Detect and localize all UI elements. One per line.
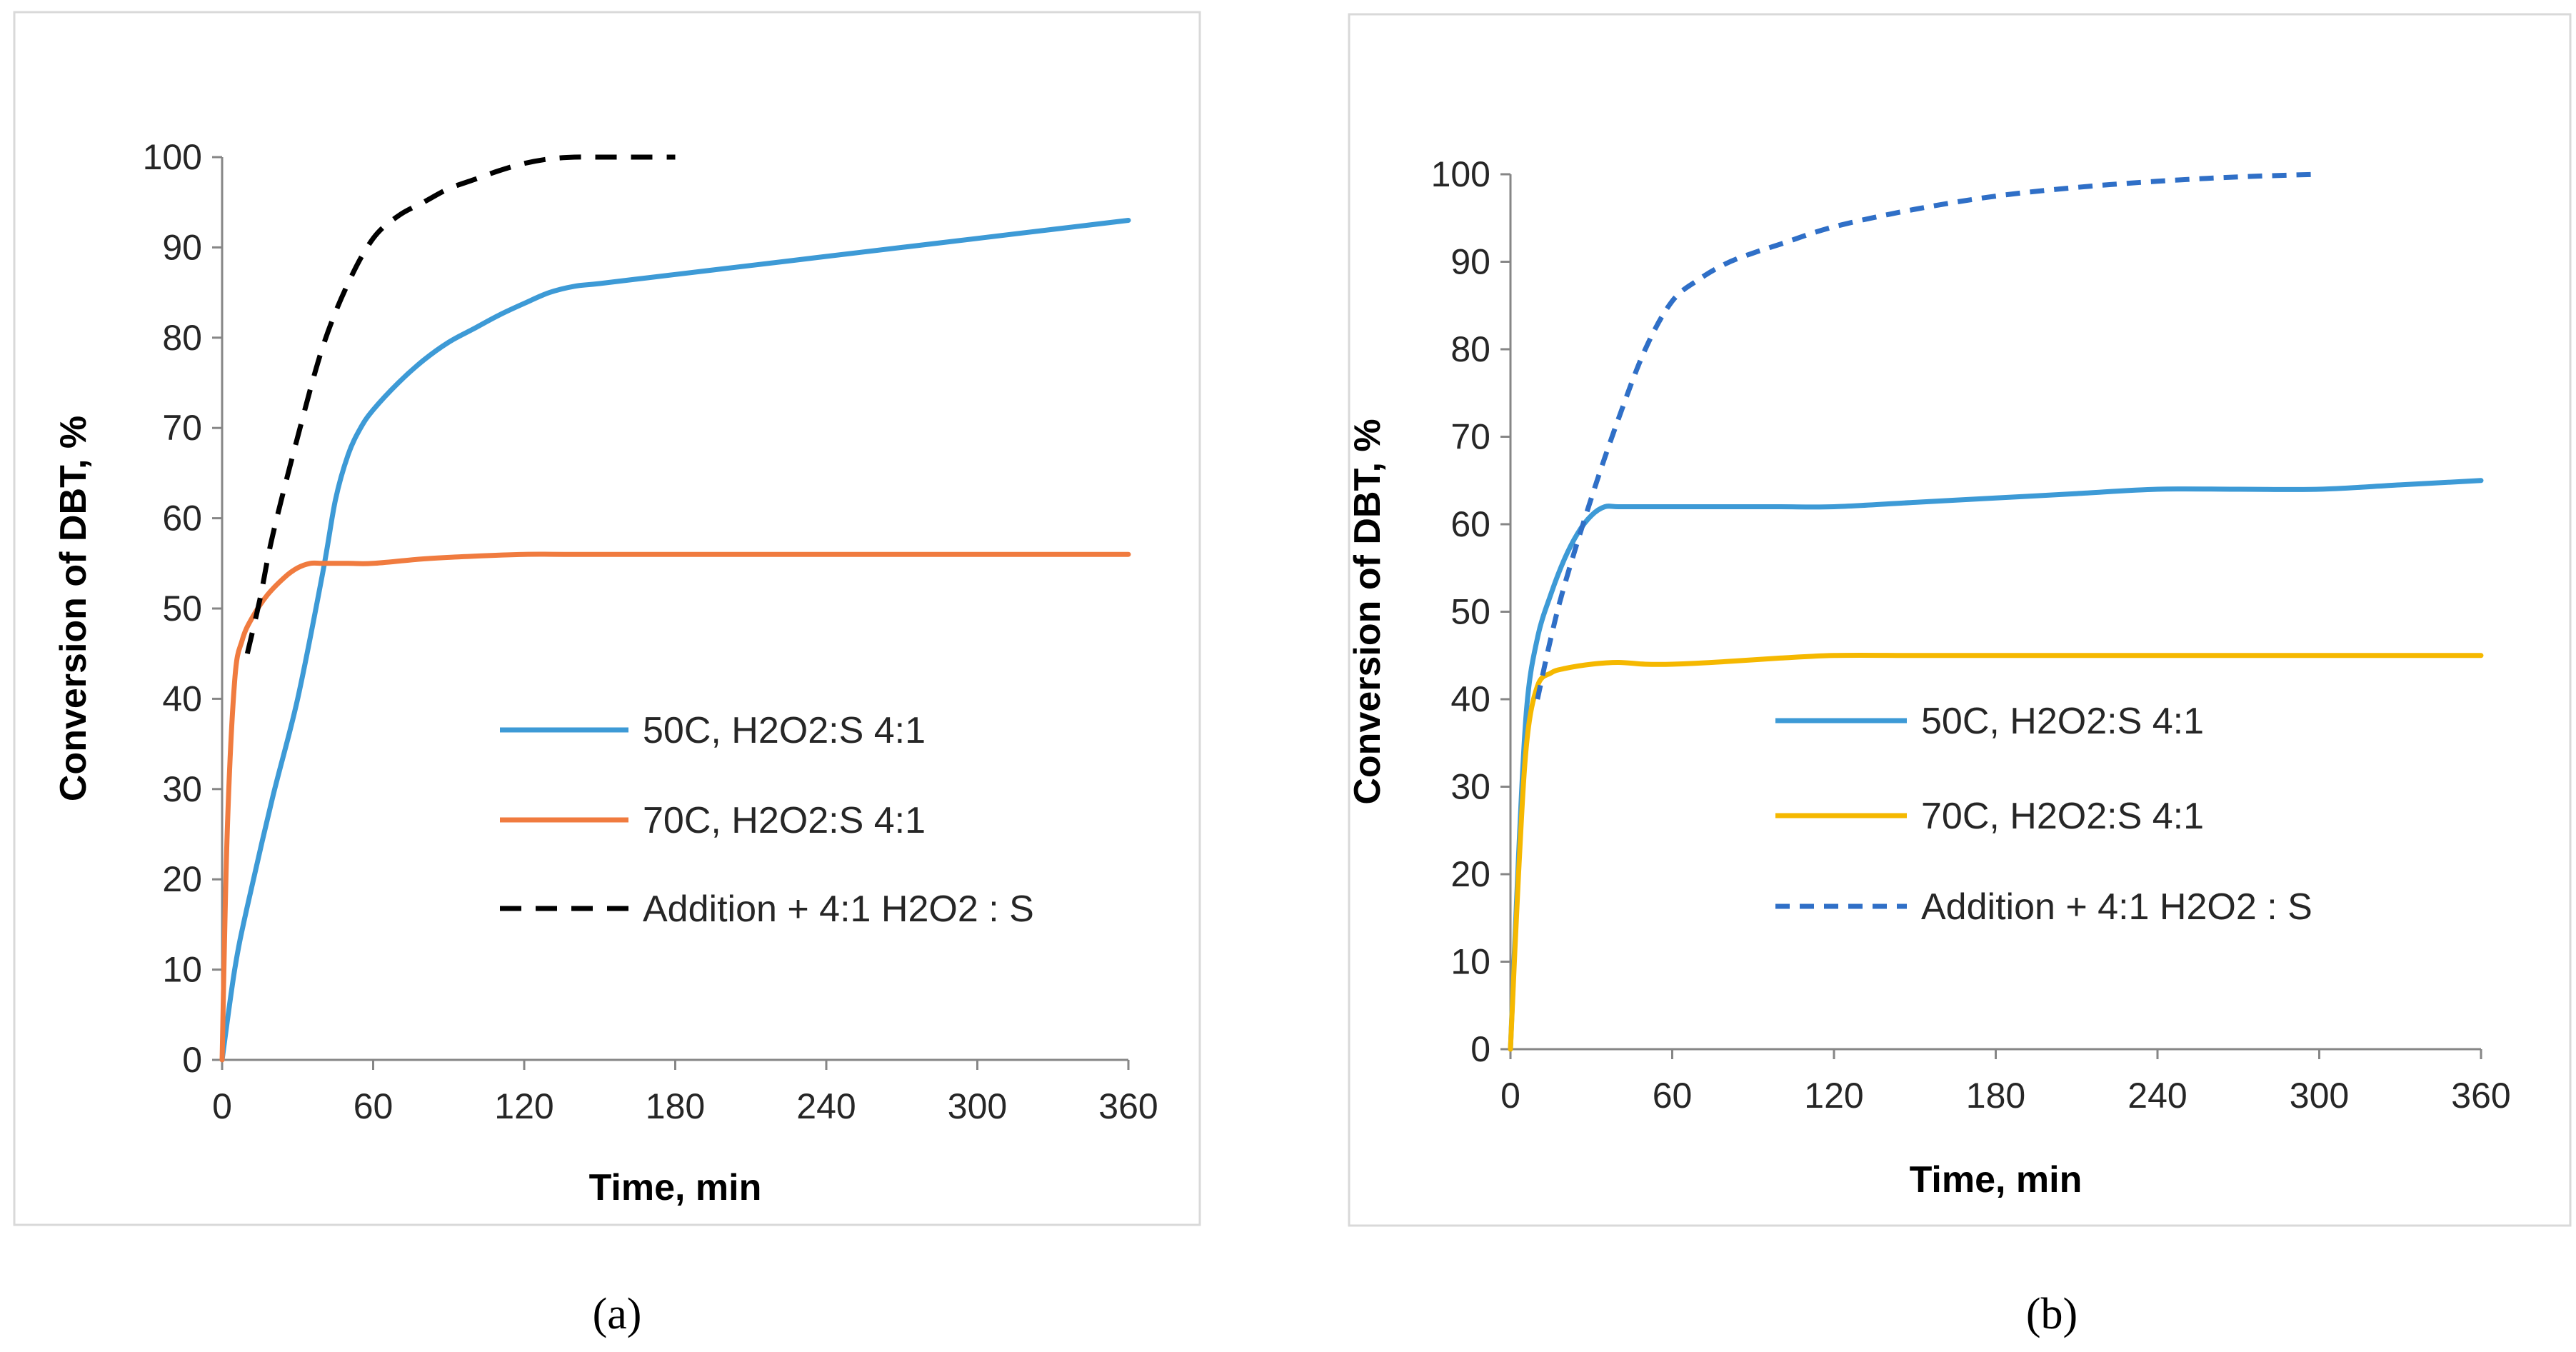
panel-b-x-tick-label: 300 — [2290, 1076, 2349, 1116]
panel-a-y-tick-label: 60 — [162, 499, 202, 539]
panel-b-y-tick-label: 20 — [1450, 854, 1490, 894]
panel-b-y-tick-label: 0 — [1470, 1029, 1490, 1069]
panel-b: 0 10 20 30 40 50 60 70 80 90 100 0 60 120 180 240 300 360… — [1347, 13, 2572, 1227]
panel-b-series-line-3 — [1535, 171, 2320, 700]
panel-b-y-tick-label: 90 — [1450, 242, 1490, 282]
panel-a-x-tick-label: 360 — [1098, 1086, 1158, 1126]
panel-a-legend-label-3: Addition + 4:1 H2O2 : S — [643, 888, 1034, 930]
panel-a-x-tick-label: 0 — [212, 1086, 232, 1126]
panel-a-legend-label-2: 70C, H2O2:S 4:1 — [643, 800, 926, 841]
panel-b-legend-label-1: 50C, H2O2:S 4:1 — [1921, 701, 2204, 742]
panel-a-y-tick-label: 40 — [162, 678, 202, 718]
panel-b-series-line-1 — [1508, 478, 2484, 1052]
panel-b-y-tick-label: 60 — [1450, 504, 1490, 544]
panel-a-y-tick-label: 70 — [162, 408, 202, 448]
panel-a-y-tick-label: 10 — [162, 950, 202, 990]
panel-a-frame — [13, 11, 1201, 1226]
panel-a-series-line-1 — [219, 218, 1131, 1063]
panel-a-x-axis-title: Time, min — [589, 1167, 762, 1208]
panel-b-y-tick-label: 10 — [1450, 942, 1490, 982]
panel-b-x-tick-label: 240 — [2128, 1076, 2187, 1116]
panel-a-x-tick-label: 120 — [494, 1086, 553, 1126]
panel-a-y-tick-label: 100 — [143, 137, 202, 177]
panel-b-y-tick-label: 40 — [1450, 679, 1490, 719]
panel-a-legend-label-1: 50C, H2O2:S 4:1 — [643, 710, 926, 751]
panel-a-x-tick-label: 60 — [354, 1086, 394, 1126]
panel-a-x-tick-label: 300 — [948, 1086, 1007, 1126]
panel-b-x-axis-title: Time, min — [1910, 1159, 2083, 1201]
panel-a-y-axis-title: Conversion of DBT, % — [53, 416, 94, 801]
panel-b-y-tick-label: 70 — [1450, 417, 1490, 457]
panel-a-y-tick-label: 50 — [162, 589, 202, 629]
panel-a-series-line-2 — [219, 551, 1131, 1063]
panel-a-plot: 0 10 20 30 40 50 60 70 80 90 100 0 60 120 180 240 300 360… — [53, 137, 1158, 1208]
panel-a-x-tick-label: 240 — [796, 1086, 856, 1126]
panel-b-y-tick-label: 50 — [1450, 592, 1490, 632]
panel-a-y-tick-label: 80 — [162, 318, 202, 358]
panel-a-y-tick-label: 20 — [162, 859, 202, 899]
panel-b-y-tick-label: 30 — [1450, 767, 1490, 807]
panel-b-x-tick-label: 180 — [1966, 1076, 2025, 1116]
panel-b-x-tick-label: 120 — [1804, 1076, 1863, 1116]
panel-b-x-tick-label: 0 — [1500, 1076, 1520, 1116]
panel-b-y-axis-title: Conversion of DBT, % — [1347, 419, 1388, 804]
panel-b-x-tick-label: 360 — [2451, 1076, 2510, 1116]
panel-b-caption: (b) — [2026, 1290, 2078, 1338]
panel-b-x-tick-label: 60 — [1653, 1076, 1693, 1116]
panel-a-series-line-3 — [244, 154, 676, 654]
panel-a-y-tick-label: 90 — [162, 227, 202, 267]
panel-b-frame — [1348, 13, 2572, 1227]
panel-a-y-tick-label: 30 — [162, 769, 202, 809]
panel-b-legend-label-2: 70C, H2O2:S 4:1 — [1921, 796, 2204, 837]
panel-a: 0 10 20 30 40 50 60 70 80 90 100 0 60 120 180 240 300 360… — [13, 11, 1201, 1226]
panel-b-plot: 0 10 20 30 40 50 60 70 80 90 100 0 60 120 180 240 300 360… — [1347, 154, 2511, 1201]
panel-b-legend-label-3: Addition + 4:1 H2O2 : S — [1921, 886, 2312, 928]
panel-a-y-tick-label: 0 — [182, 1040, 202, 1080]
panel-b-series-line-2 — [1508, 652, 2484, 1052]
panel-a-x-tick-label: 180 — [646, 1086, 705, 1126]
panel-a-caption: (a) — [593, 1290, 642, 1338]
panel-b-y-tick-label: 80 — [1450, 329, 1490, 369]
panel-b-y-tick-label: 100 — [1431, 154, 1490, 194]
